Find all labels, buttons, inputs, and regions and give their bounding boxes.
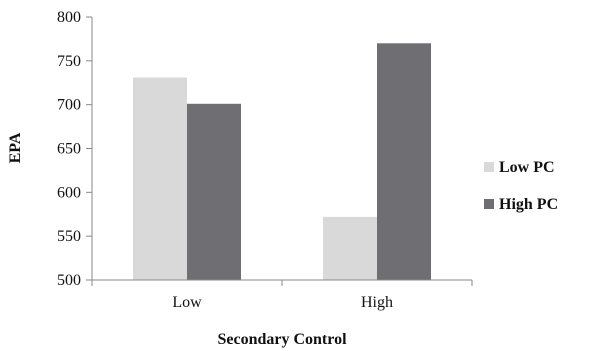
x-tick-label: Low xyxy=(172,294,202,311)
y-tick-label: 800 xyxy=(57,9,81,26)
y-tick-label: 600 xyxy=(57,184,81,201)
bar-low-pc-low xyxy=(133,77,187,281)
legend-label: High PC xyxy=(499,196,558,213)
legend-swatch-low-pc xyxy=(484,162,494,172)
bar-high-pc-high xyxy=(377,43,431,280)
legend: Low PC High PC xyxy=(484,159,558,213)
y-tick-label: 750 xyxy=(57,53,81,70)
y-axis-title: EPA xyxy=(7,132,24,163)
y-tick-label: 550 xyxy=(57,228,81,245)
bar-series xyxy=(133,43,431,281)
legend-swatch-high-pc xyxy=(484,199,494,209)
x-tick-label: High xyxy=(361,294,393,311)
bar-low-pc-high xyxy=(323,216,377,280)
x-axis-title: Secondary Control xyxy=(217,331,347,348)
y-tick-label: 650 xyxy=(57,141,81,158)
legend-label: Low PC xyxy=(499,159,555,176)
bar-high-pc-low xyxy=(187,103,241,280)
y-axis-ticks: 500 550 600 650 700 750 800 xyxy=(57,9,92,289)
y-tick-label: 700 xyxy=(57,97,81,114)
x-axis-ticks: Low High xyxy=(91,280,473,311)
y-tick-label: 500 xyxy=(57,272,81,289)
